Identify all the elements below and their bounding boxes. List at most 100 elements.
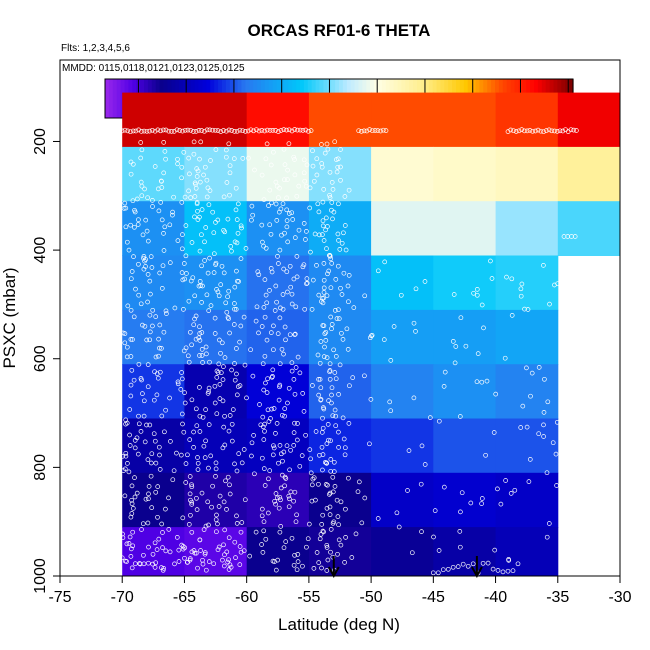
obs-marker <box>321 290 327 295</box>
obs-marker <box>179 270 185 275</box>
obs-marker <box>229 438 235 444</box>
obs-marker <box>197 324 202 330</box>
obs-marker <box>262 314 268 320</box>
obs-marker <box>340 415 346 421</box>
obs-marker <box>158 178 164 184</box>
obs-marker <box>198 548 203 553</box>
obs-marker <box>317 360 323 366</box>
obs-marker <box>160 530 165 535</box>
obs-marker <box>285 167 290 173</box>
obs-marker <box>189 484 195 490</box>
obs-marker <box>320 199 326 205</box>
obs-marker <box>207 255 212 261</box>
obs-marker <box>139 183 145 189</box>
obs-marker <box>286 127 292 133</box>
obs-marker <box>304 281 309 287</box>
obs-marker <box>202 128 207 134</box>
obs-marker <box>333 277 339 282</box>
obs-marker <box>197 214 202 220</box>
heatmap-cell <box>308 527 372 577</box>
obs-marker <box>190 275 196 281</box>
obs-marker <box>300 563 305 569</box>
obs-marker <box>287 332 293 338</box>
obs-marker <box>361 128 367 134</box>
obs-marker <box>457 414 463 419</box>
obs-marker <box>142 186 147 192</box>
obs-marker <box>237 339 242 345</box>
obs-marker <box>316 392 322 398</box>
obs-marker <box>213 260 219 266</box>
obs-marker <box>237 562 243 567</box>
obs-marker <box>451 292 457 297</box>
obs-marker <box>201 172 206 178</box>
heatmap-cell <box>308 201 372 256</box>
obs-marker <box>308 470 314 476</box>
obs-marker <box>323 227 328 233</box>
obs-marker <box>153 460 159 466</box>
obs-marker <box>236 451 242 456</box>
obs-marker <box>502 355 508 361</box>
heatmap-cell <box>184 146 248 202</box>
obs-marker <box>157 270 163 276</box>
obs-marker <box>136 261 141 267</box>
obs-marker <box>235 384 241 389</box>
obs-marker <box>219 263 225 269</box>
obs-marker <box>436 418 442 424</box>
obs-marker <box>289 301 295 307</box>
obs-marker <box>291 377 297 382</box>
obs-marker <box>194 200 200 205</box>
obs-marker <box>129 511 135 516</box>
obs-marker <box>481 325 486 331</box>
colorbar-segment <box>116 79 122 118</box>
obs-marker <box>359 520 365 526</box>
obs-marker <box>242 497 248 503</box>
obs-marker <box>230 407 236 412</box>
obs-marker <box>346 299 351 305</box>
obs-marker <box>544 534 550 540</box>
obs-marker <box>155 484 161 489</box>
obs-marker <box>122 200 128 206</box>
obs-marker <box>220 377 226 382</box>
obs-marker <box>411 395 417 401</box>
obs-marker <box>274 183 280 189</box>
obs-marker <box>136 217 141 223</box>
obs-marker <box>252 167 257 173</box>
obs-marker <box>276 261 281 266</box>
dates-note: MMDD: 0115,0118,0121,0123,0125,0125 <box>62 63 245 74</box>
obs-marker <box>321 187 327 192</box>
obs-marker <box>488 258 493 264</box>
obs-marker <box>329 326 334 332</box>
y-tick-label: 1000 <box>32 558 49 594</box>
obs-marker <box>544 470 550 476</box>
obs-marker <box>150 551 156 557</box>
obs-marker <box>297 127 303 133</box>
obs-marker <box>124 420 130 426</box>
obs-marker <box>132 207 137 213</box>
obs-marker <box>245 128 251 134</box>
obs-marker <box>336 445 341 450</box>
obs-marker <box>370 128 375 134</box>
obs-marker <box>119 555 125 561</box>
obs-marker <box>309 307 315 312</box>
obs-marker <box>320 296 325 301</box>
obs-marker <box>163 308 169 314</box>
obs-marker <box>455 564 461 569</box>
obs-marker <box>188 512 193 518</box>
obs-marker <box>518 286 524 292</box>
obs-marker <box>261 519 267 525</box>
obs-marker <box>277 361 283 367</box>
obs-marker <box>296 183 302 189</box>
x-tick-label: -45 <box>422 589 445 606</box>
obs-marker <box>327 504 333 510</box>
obs-marker <box>479 379 485 385</box>
obs-marker <box>273 201 279 207</box>
obs-marker <box>331 469 337 474</box>
obs-marker <box>342 194 348 199</box>
y-tick-label: 800 <box>32 454 49 481</box>
obs-marker <box>161 140 167 145</box>
obs-marker <box>149 451 155 457</box>
obs-marker <box>335 514 341 519</box>
obs-marker <box>458 315 464 321</box>
obs-marker <box>121 468 126 473</box>
obs-marker <box>335 231 341 237</box>
